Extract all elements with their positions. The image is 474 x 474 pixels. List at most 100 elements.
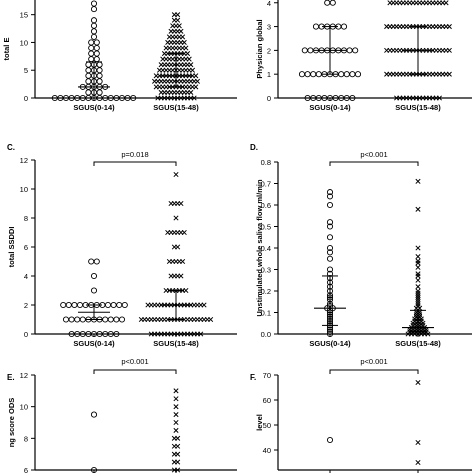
data-point-circle <box>346 47 353 54</box>
data-point-x <box>191 95 197 101</box>
panel-F: 40 50 60 70 level F. p<0.001 <box>250 357 472 473</box>
data-point-circle <box>76 301 84 309</box>
data-point-x <box>178 28 184 34</box>
data-point-x <box>175 451 181 457</box>
data-point-x <box>173 215 179 221</box>
data-point-circle <box>130 94 137 102</box>
data-point-circle <box>90 17 98 24</box>
y-tick-label: 3 <box>267 23 271 32</box>
data-point-x <box>176 23 182 29</box>
data-point-circle <box>312 23 320 30</box>
data-point-circle <box>96 72 103 79</box>
data-point-x <box>194 78 201 84</box>
data-point-x <box>175 467 181 473</box>
data-point-circle <box>74 316 81 323</box>
data-point-x <box>183 287 189 294</box>
data-point-x <box>415 294 421 301</box>
x-tick-label: SGUS(15-48) <box>395 339 441 348</box>
y-tick-label: 0.1 <box>261 309 271 318</box>
y-tick-label: 12 <box>20 156 28 165</box>
data-point-x <box>415 277 421 283</box>
data-point-circle <box>85 61 92 68</box>
y-tick-label: 4 <box>267 0 271 8</box>
data-point-circle <box>304 71 311 78</box>
data-point-circle <box>326 255 334 262</box>
data-point-circle <box>85 72 92 79</box>
data-point-circle <box>90 28 98 35</box>
data-point-circle <box>326 328 334 335</box>
data-point-circle <box>90 33 98 40</box>
data-point-x <box>415 459 421 466</box>
data-point-x <box>420 320 426 326</box>
data-point-x <box>188 62 194 68</box>
data-point-circle <box>326 244 334 252</box>
data-point-circle <box>118 316 126 323</box>
data-point-circle <box>68 316 75 323</box>
data-point-x <box>415 299 421 305</box>
data-point-x <box>193 73 199 79</box>
data-point-x <box>415 178 421 184</box>
data-point-circle <box>354 71 362 78</box>
data-point-circle <box>121 301 128 309</box>
data-point-circle <box>90 466 98 474</box>
p-value-label: p=0.018 <box>121 150 148 159</box>
y-tick-label: 8 <box>24 434 28 443</box>
y-axis-title: total SSDDI <box>7 227 16 268</box>
data-point-circle <box>113 316 120 323</box>
x-tick-label: SGUS(0-14) <box>73 339 115 348</box>
panel-C: 0 2 4 6 8 10 12 SGUS(0-14) SGUS(15-48) total SSDD… <box>7 143 237 348</box>
data-point-x <box>415 271 421 277</box>
y-tick-label: 10 <box>20 185 28 194</box>
y-tick-label: 0.8 <box>261 158 271 167</box>
data-point-x <box>173 419 179 426</box>
data-points <box>314 178 434 338</box>
data-point-x <box>178 200 184 207</box>
data-point-circle <box>90 6 98 13</box>
panel-label: E. <box>7 373 15 382</box>
significance-bracket <box>93 369 177 374</box>
x-tick-label: SGUS(15-48) <box>153 103 199 112</box>
data-point-circle <box>79 316 86 323</box>
data-point-x <box>423 327 429 333</box>
data-point-circle <box>93 258 100 265</box>
data-point-circle <box>343 71 350 78</box>
y-tick-label: 5 <box>24 66 28 75</box>
data-point-circle <box>326 201 334 209</box>
data-point-circle <box>110 301 117 309</box>
data-point-circle <box>88 44 95 52</box>
data-point-circle <box>85 89 92 96</box>
data-point-circle <box>93 44 100 52</box>
data-point-x <box>415 297 421 303</box>
y-tick-label: 0.5 <box>261 223 271 232</box>
data-point-circle <box>90 22 98 29</box>
p-value-label: p<0.001 <box>360 357 387 366</box>
data-point-x <box>415 258 421 264</box>
data-point-x <box>186 56 192 62</box>
data-point-x <box>415 254 421 260</box>
y-tick-label: 0.7 <box>261 180 271 189</box>
data-point-circle <box>62 316 70 323</box>
data-point-circle <box>326 223 334 230</box>
data-point-x <box>175 443 181 449</box>
y-tick-label: 0 <box>24 330 28 339</box>
data-point-circle <box>65 301 72 309</box>
data-point-circle <box>88 56 95 63</box>
data-point-x <box>175 244 181 250</box>
data-point-circle <box>301 47 308 54</box>
data-point-circle <box>96 61 103 68</box>
data-point-circle <box>298 71 306 78</box>
data-points <box>51 0 201 102</box>
data-points <box>326 379 421 466</box>
data-point-circle <box>96 78 103 85</box>
data-point-circle <box>326 234 334 241</box>
data-point-circle <box>349 94 356 102</box>
data-point-circle <box>326 189 334 196</box>
data-point-circle <box>102 316 109 323</box>
data-point-circle <box>349 71 356 78</box>
data-point-x <box>415 379 421 386</box>
significance-bracket <box>329 161 419 166</box>
data-point-circle <box>96 67 103 74</box>
panel-B: 0 1 2 3 4 SGUS(0-14) SGUS(15-48) Physician glob… <box>255 0 472 112</box>
data-point-circle <box>326 219 334 226</box>
data-point-circle <box>90 411 98 418</box>
